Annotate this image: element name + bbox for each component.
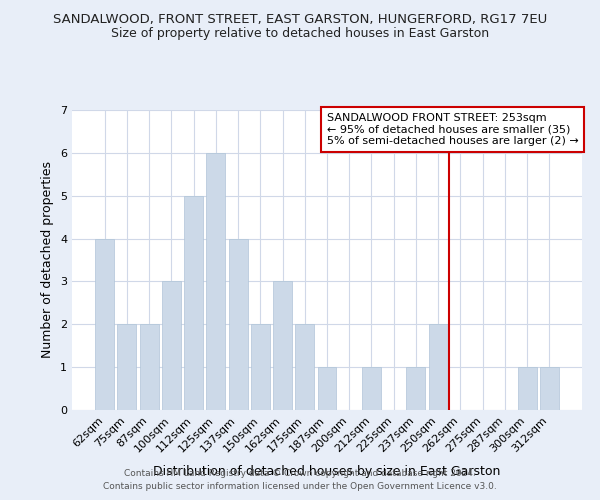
Bar [540,367,559,410]
Text: SANDALWOOD, FRONT STREET, EAST GARSTON, HUNGERFORD, RG17 7EU: SANDALWOOD, FRONT STREET, EAST GARSTON, … [53,12,547,26]
Bar [206,153,225,410]
Text: Size of property relative to detached houses in East Garston: Size of property relative to detached ho… [111,28,489,40]
Bar [184,196,203,410]
Bar [406,367,425,410]
Bar [251,324,270,410]
Bar [162,282,181,410]
Text: Contains public sector information licensed under the Open Government Licence v3: Contains public sector information licen… [103,482,497,491]
Bar [273,282,292,410]
Bar [229,238,248,410]
Y-axis label: Number of detached properties: Number of detached properties [41,162,55,358]
Text: SANDALWOOD FRONT STREET: 253sqm
← 95% of detached houses are smaller (35)
5% of : SANDALWOOD FRONT STREET: 253sqm ← 95% of… [327,113,579,146]
Text: Contains HM Land Registry data © Crown copyright and database right 2024.: Contains HM Land Registry data © Crown c… [124,468,476,477]
Bar [95,238,114,410]
Bar [295,324,314,410]
Bar [317,367,337,410]
Bar [140,324,158,410]
Bar [118,324,136,410]
Bar [362,367,381,410]
Bar [518,367,536,410]
Bar [429,324,448,410]
X-axis label: Distribution of detached houses by size in East Garston: Distribution of detached houses by size … [154,465,500,478]
